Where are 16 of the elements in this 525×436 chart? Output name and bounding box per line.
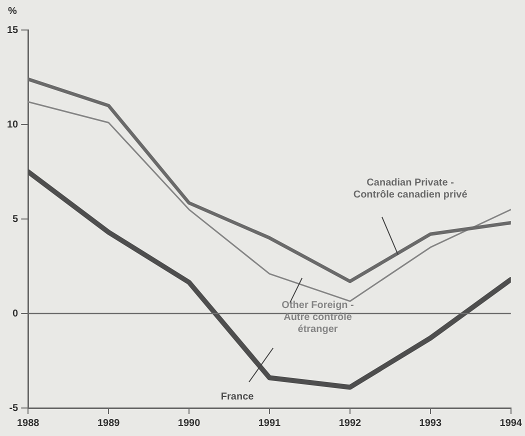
x-tick-label: 1993 (419, 418, 442, 429)
y-tick-label: 0 (12, 308, 19, 320)
x-tick-label: 1989 (97, 418, 120, 429)
x-tick-label: 1991 (258, 418, 282, 429)
y-axis-title: % (8, 6, 17, 17)
text: Canadian Private - Contrôle canadien privé (353, 178, 468, 201)
x-tick-label: 1992 (338, 418, 362, 429)
y-tick-label: 5 (12, 214, 19, 225)
x-tick-label: 1994 (500, 418, 522, 429)
text: France (220, 391, 254, 402)
y-tick-label: 10 (7, 119, 19, 130)
x-tick-label: 1990 (178, 418, 201, 429)
x-tick-label: 1988 (17, 418, 40, 429)
series-label: Other Foreign - Autre contrôle étranger (282, 300, 354, 336)
y-tick-label: -5 (9, 402, 19, 414)
y-tick-label: 15 (7, 24, 19, 36)
